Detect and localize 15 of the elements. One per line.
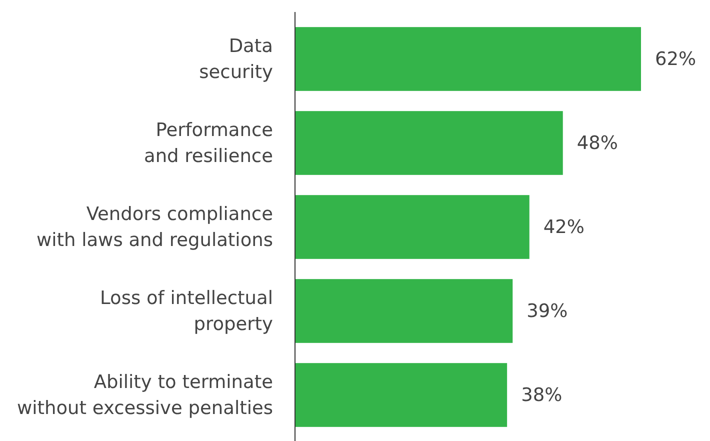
bar: [295, 363, 508, 427]
y-tick-label: Performance and resilience: [144, 120, 273, 167]
y-tick-label: Data security: [199, 36, 274, 83]
y-tick-label: Loss of intellectual property: [100, 288, 274, 335]
data-label: 42%: [543, 217, 585, 238]
bar: [295, 111, 563, 175]
data-label: 62%: [655, 49, 696, 70]
bar: [295, 279, 513, 343]
bar: [295, 27, 641, 91]
data-label: 38%: [521, 385, 562, 406]
y-tick-label: Ability to terminate without excessive penalties: [16, 372, 273, 419]
bar: [295, 195, 530, 259]
data-label: 48%: [576, 133, 618, 154]
y-tick-label: Vendors compliance with laws and regulations: [36, 204, 273, 251]
data-label: 39%: [526, 301, 568, 322]
